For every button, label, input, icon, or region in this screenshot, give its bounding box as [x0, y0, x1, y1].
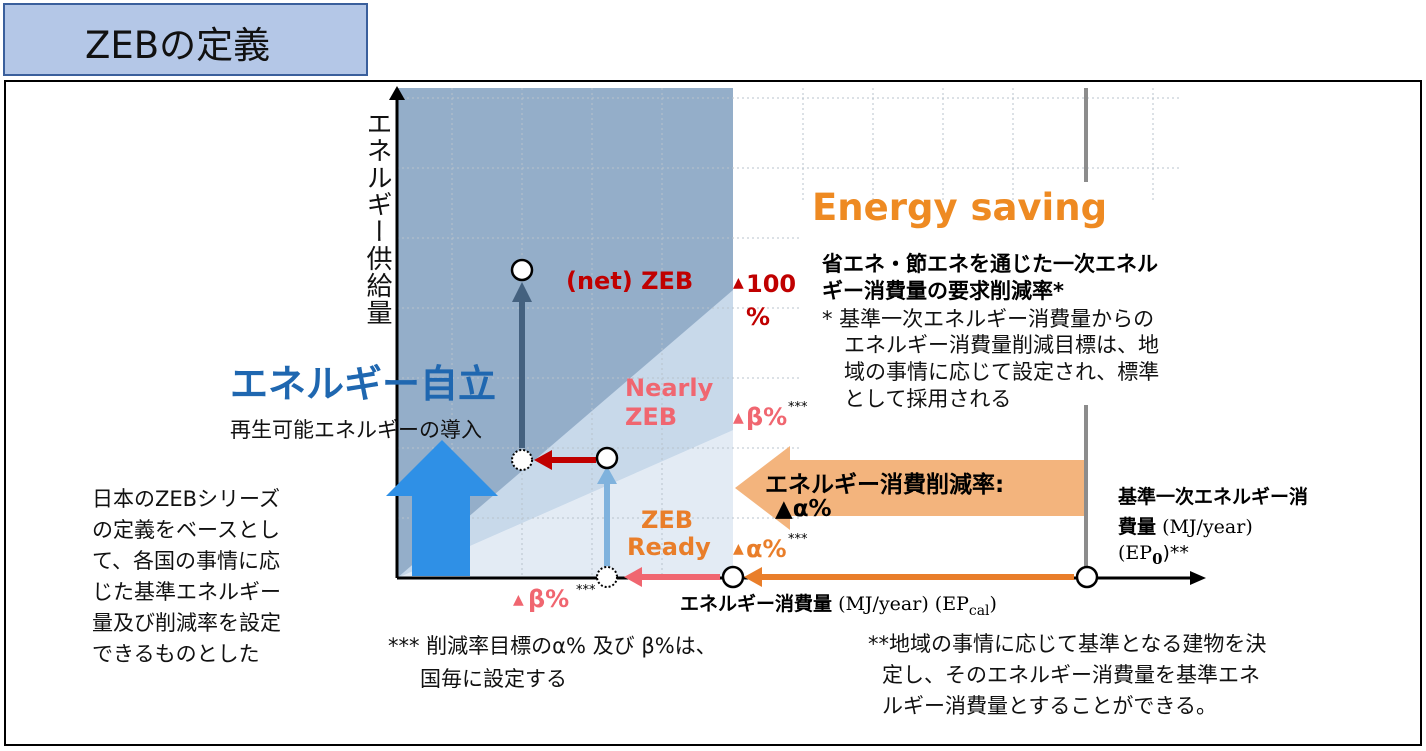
x-axis-arrowhead	[1190, 571, 1206, 585]
triangle-beta: ▲	[733, 410, 744, 426]
zeb-ready-line2: Ready	[627, 533, 711, 561]
saving-note-line4: として採用される	[844, 387, 1012, 411]
left-note-line: て、各国の事情に応	[92, 549, 280, 573]
triangle-beta-bottom: ▲	[513, 592, 524, 608]
baseline-unit: (MJ/year)	[1162, 516, 1253, 538]
saving-heading-line1: 省エネ・節エネを通じた一次エネル	[822, 252, 1158, 276]
reduction-rate-label: エネルギー消費削減率:	[765, 472, 1005, 498]
point-nearly-dotted	[511, 449, 533, 471]
nearly-zeb-line2: ZEB	[625, 403, 678, 431]
bottom-note-1-line2: 国毎に設定する	[420, 667, 567, 691]
baseline-line2-text: 費量	[1118, 516, 1157, 538]
reduction-rate-arrow	[735, 446, 1084, 530]
beta-stars-bottom: ***	[576, 583, 596, 598]
nearly-zeb-line1: Nearly	[625, 374, 714, 402]
point-baseline	[1075, 565, 1099, 589]
beta-pct-bottom: β%	[528, 585, 570, 613]
saving-note-line2: エネルギー消費量削減目標は、地	[844, 333, 1159, 357]
renewable-intro-label: 再生可能エネルギーの導入	[230, 418, 482, 442]
alpha-pct: α%	[746, 535, 787, 563]
zeb-ready-line1: ZEB	[641, 506, 694, 534]
y-axis-label: エネルギー供給量	[362, 110, 392, 326]
y-axis-arrowhead	[389, 86, 405, 100]
x-axis-label-main: エネルギー消費量	[680, 593, 833, 615]
point-zeb-ready	[595, 446, 619, 470]
left-note: 日本のZEBシリーズ の定義をベースとし て、各国の事情に応 じた基準エネルギー…	[92, 484, 322, 670]
energy-independence-label: エネルギー自立	[230, 362, 497, 406]
point-zeb-ready-dotted	[596, 566, 618, 588]
beta-pct-right: β%	[746, 403, 788, 431]
baseline-ep-open: (EP	[1118, 542, 1153, 564]
bottom-note-2-line2: 定し、そのエネルギー消費量を基準エネ	[882, 663, 1260, 687]
triangle-100: ▲	[733, 275, 744, 291]
title-banner: ZEBの定義	[3, 3, 368, 76]
left-note-line: できるものとした	[92, 642, 260, 666]
baseline-line2: 費量 (MJ/year)	[1118, 512, 1253, 539]
baseline-ep-close: )**	[1162, 542, 1189, 564]
pct-100-line1: 100	[746, 270, 797, 298]
baseline-ep-sub: 0	[1152, 549, 1163, 568]
energy-saving-label: Energy saving	[812, 186, 1108, 229]
x-axis-label-unit: (MJ/year) (EP	[838, 593, 969, 615]
bottom-note-1-line1: *** 削減率目標のα% 及び β%は、	[388, 634, 717, 658]
saving-note-line3: 域の事情に応じて設定され、標準	[844, 360, 1160, 384]
grid-lines	[397, 88, 1180, 578]
bottom-note-2-line3: ルギー消費量とすることができる。	[882, 694, 1217, 718]
x-axis-label-close: )	[989, 593, 997, 615]
saving-heading-line2: ギー消費量の要求削減率*	[822, 279, 1064, 303]
bottom-note-2-line1: **地域の事情に応じて基準となる建物を決	[868, 632, 1267, 656]
independence-arrow	[386, 440, 498, 576]
diagram-frame	[4, 80, 1422, 746]
baseline-line1: 基準一次エネルギー消	[1118, 486, 1309, 508]
reduction-rate-alpha: ▲α%	[775, 496, 832, 522]
x-axis-label: エネルギー消費量 (MJ/year) (EPcal)	[680, 589, 997, 619]
left-note-line: 日本のZEBシリーズ	[92, 487, 281, 511]
page-title: ZEBの定義	[85, 24, 271, 67]
point-epcal	[721, 565, 745, 589]
x-axis-label-sub: cal	[968, 602, 990, 619]
left-note-line: の定義をベースとし	[92, 518, 280, 542]
baseline-ep: (EP0)**	[1118, 542, 1189, 568]
saving-note-line1: * 基準一次エネルギー消費量からの	[822, 307, 1155, 331]
region-dark	[397, 88, 733, 578]
net-zeb-label: (net) ZEB	[566, 267, 694, 295]
alpha-stars: ***	[788, 532, 808, 547]
point-net-zeb	[510, 258, 534, 282]
triangle-alpha: ▲	[733, 541, 744, 557]
left-note-line: 量及び削減率を設定	[92, 611, 281, 635]
pct-100-line2: %	[746, 303, 771, 331]
beta-stars-right: ***	[788, 400, 808, 415]
left-note-line: じた基準エネルギー	[92, 580, 281, 604]
